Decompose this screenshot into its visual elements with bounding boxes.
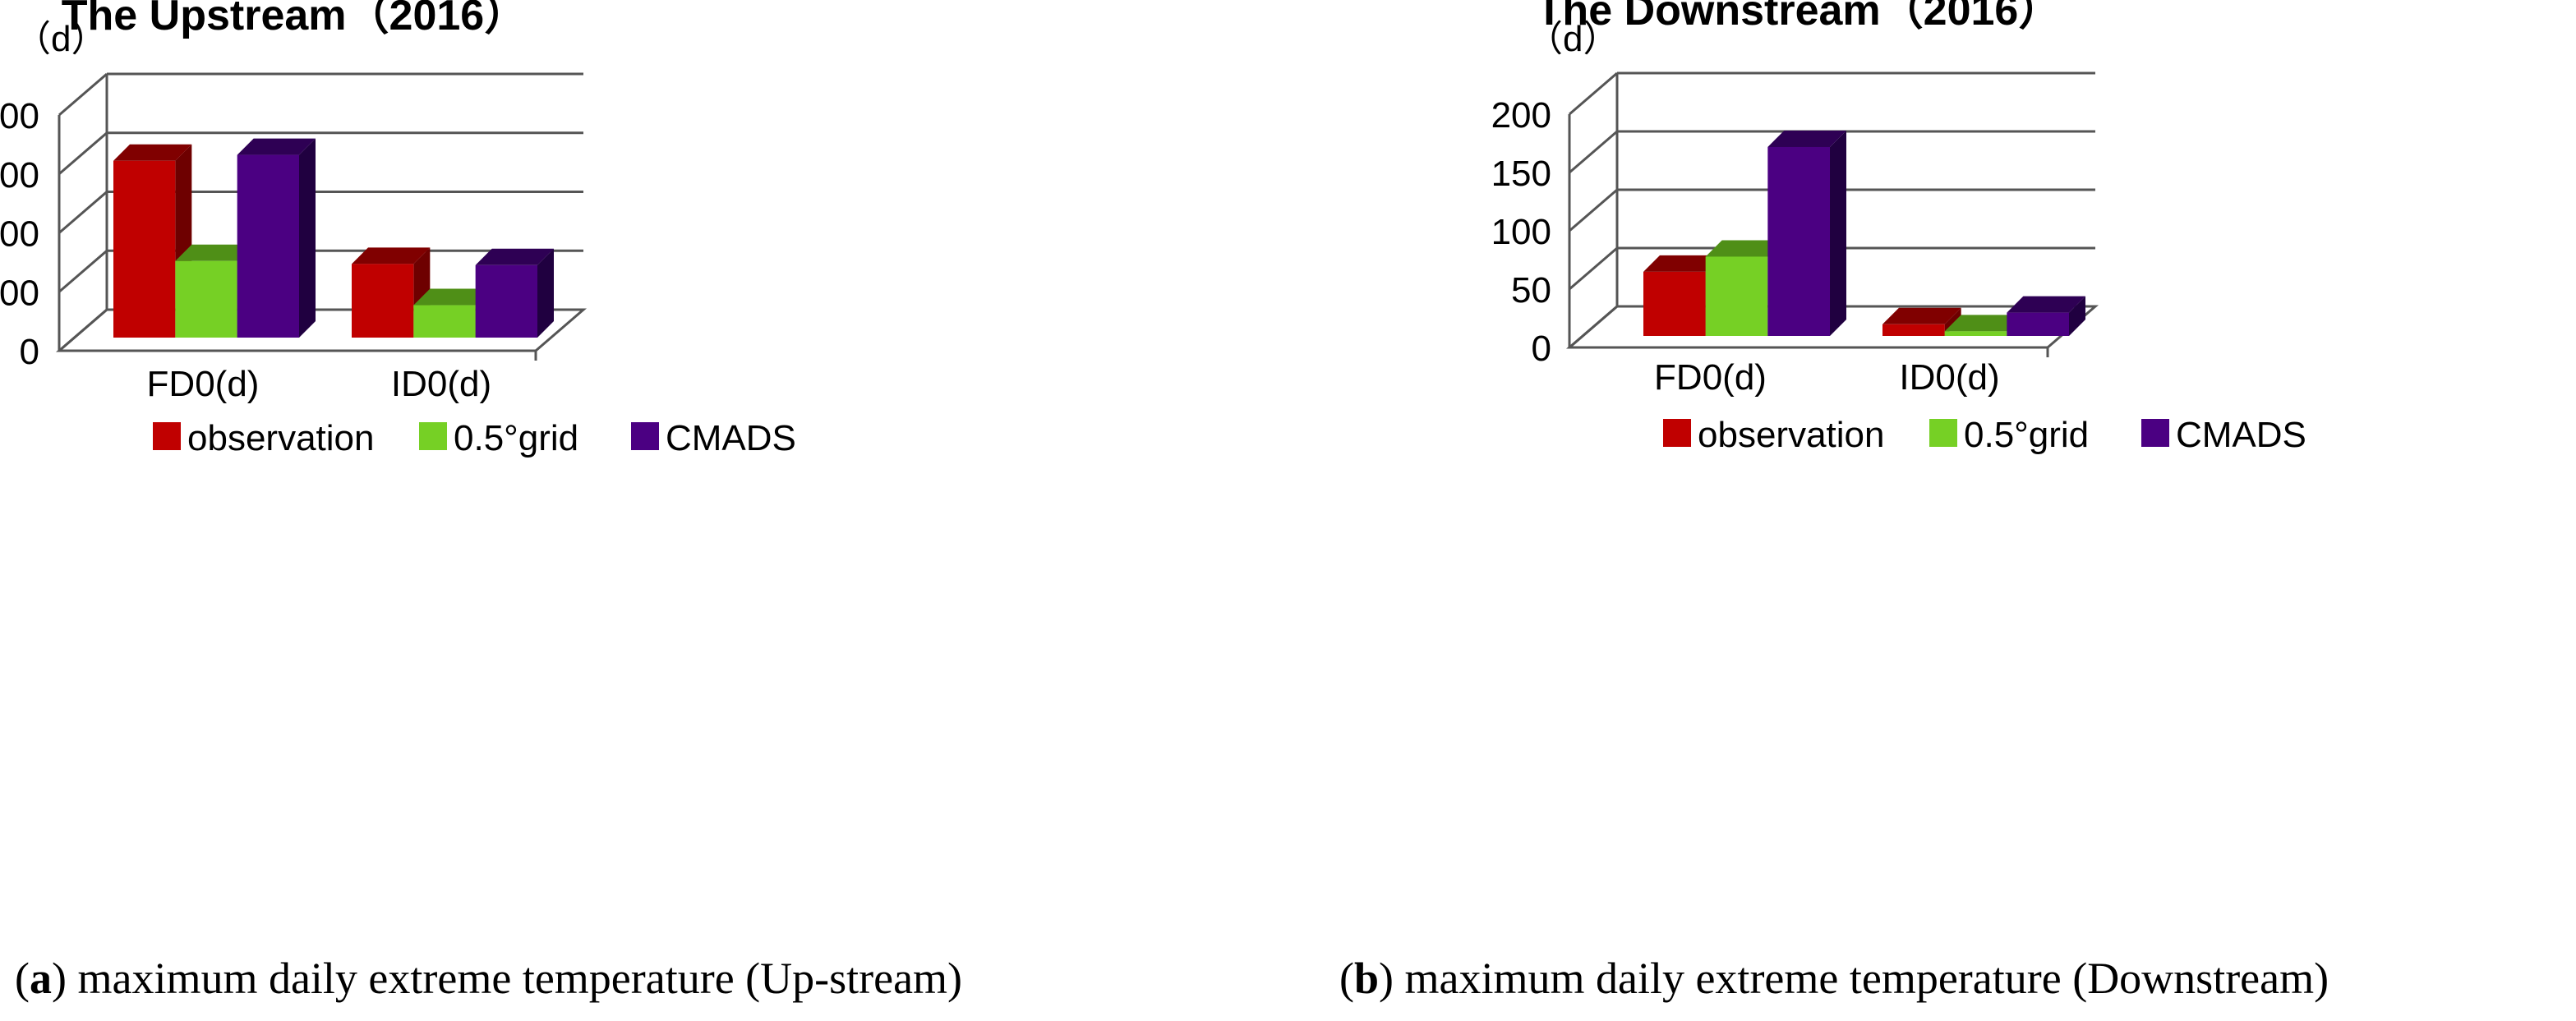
gridline-side bbox=[1569, 130, 1618, 174]
bar-0-5-grid-id0-d bbox=[413, 305, 476, 338]
legend-swatch-0-5-grid bbox=[419, 422, 447, 450]
legend-label-observation: observation bbox=[1698, 415, 1884, 455]
bar-cmads-fd0-d-top bbox=[237, 138, 316, 155]
bar-0-5-grid-id0-d-top bbox=[413, 288, 492, 306]
legend-swatch-cmads bbox=[2141, 419, 2169, 447]
x-category-label: FD0(d) bbox=[147, 364, 260, 404]
bar-0-5-grid-fd0-d bbox=[175, 260, 237, 338]
caption-text: maximum daily extreme temperature (Downs… bbox=[1394, 954, 2329, 1003]
y-tick-label: 0 bbox=[1532, 329, 1551, 369]
bar-cmads-id0-d bbox=[2007, 312, 2069, 336]
chart-panel-downstream: The Downstream（2016） （d） 0 50 100 150 200 FD0(d… bbox=[1288, 0, 2576, 1021]
caption-downstream: (b) maximum daily extreme temperature (D… bbox=[1339, 954, 2329, 1003]
bar-0-5-grid-fd0-d-top bbox=[175, 244, 254, 261]
y-tick-label: 0 bbox=[20, 332, 39, 372]
y-tick-label: 50 bbox=[1511, 270, 1551, 310]
bar-observation-id0-d-top bbox=[352, 247, 431, 264]
gridline-side bbox=[1569, 246, 1618, 291]
y-tick-label: 150 bbox=[1491, 154, 1551, 194]
bar-cmads-id0-d-top bbox=[475, 248, 554, 265]
bar-observation-id0-d bbox=[1882, 324, 1945, 336]
bar-0-5-grid-id0-d bbox=[1944, 331, 2007, 336]
y-tick-label: 400 bbox=[0, 96, 39, 136]
bar-cmads-fd0-d-side bbox=[299, 138, 316, 338]
chart-panel-upstream: The Upstream（2016）（d） 0 100 200 300 400 FD0(d)… bbox=[0, 0, 963, 1003]
bar-observation-fd0-d bbox=[113, 160, 176, 338]
chart-floor bbox=[1565, 305, 2099, 349]
bar-cmads-id0-d-side bbox=[2069, 296, 2085, 336]
caption-letter: b bbox=[1353, 954, 1380, 1003]
caption-text: maximum daily extreme temperature (Up-st… bbox=[66, 954, 963, 1003]
caption-letter: a bbox=[29, 954, 52, 1003]
legend-swatch-cmads bbox=[631, 422, 659, 450]
upstream-chart: The Upstream（2016）（d） 0 100 200 300 400 FD0(d)… bbox=[0, 0, 796, 458]
x-category-label: FD0(d) bbox=[1654, 357, 1767, 398]
legend-label-0-5-grid: 0.5°grid bbox=[1964, 415, 2089, 455]
y-tick-label: 300 bbox=[0, 155, 39, 195]
legend-label-0-5-grid: 0.5°grid bbox=[454, 418, 578, 458]
downstream-chart: The Downstream（2016）（d） 0 50 100 150 200 FD0(d… bbox=[1491, 0, 2306, 455]
y-tick-label: 100 bbox=[1491, 212, 1551, 252]
legend-swatch-0-5-grid bbox=[1929, 419, 1957, 447]
gridline-side bbox=[1569, 71, 1618, 116]
legend-label-observation: observation bbox=[187, 418, 374, 458]
bar-observation-id0-d-top bbox=[1882, 307, 1961, 324]
bar-0-5-grid-fd0-d bbox=[1705, 256, 1768, 336]
bar-observation-fd0-d-top bbox=[1643, 255, 1722, 272]
y-tick-label: 200 bbox=[1491, 95, 1551, 136]
y-axis-unit-label: （d） bbox=[1527, 19, 1619, 59]
gridline-side bbox=[58, 72, 108, 117]
x-category-label: ID0(d) bbox=[1899, 357, 1999, 398]
bar-observation-fd0-d bbox=[1643, 271, 1706, 336]
bar-cmads-id0-d-side bbox=[537, 248, 554, 338]
gridline-side bbox=[58, 191, 108, 234]
bar-0-5-grid-fd0-d-top bbox=[1705, 240, 1785, 257]
gridline-side bbox=[1569, 188, 1618, 232]
gridline-side bbox=[58, 131, 108, 175]
caption-upstream: (a) maximum daily extreme temperature (U… bbox=[15, 954, 963, 1003]
chart-title: The Downstream（2016） bbox=[1537, 0, 2062, 34]
legend-label-cmads: CMADS bbox=[2176, 415, 2306, 455]
bar-cmads-fd0-d bbox=[1767, 146, 1830, 336]
y-tick-label: 200 bbox=[0, 214, 39, 255]
bar-observation-id0-d bbox=[352, 264, 414, 338]
chart-title: The Upstream（2016） bbox=[62, 0, 527, 39]
bar-cmads-fd0-d-top bbox=[1767, 130, 1846, 147]
bar-cmads-fd0-d-side bbox=[1830, 130, 1846, 336]
legend-swatch-observation bbox=[1663, 419, 1691, 447]
bar-cmads-id0-d bbox=[475, 264, 537, 338]
bar-0-5-grid-id0-d-top bbox=[1944, 315, 2024, 332]
bar-cmads-id0-d-top bbox=[2007, 296, 2085, 313]
legend-swatch-observation bbox=[153, 422, 181, 450]
chart-floor bbox=[55, 308, 588, 352]
bar-cmads-fd0-d bbox=[237, 154, 299, 338]
y-axis-unit-label: （d） bbox=[15, 19, 107, 59]
x-category-label: ID0(d) bbox=[391, 364, 491, 404]
legend-label-cmads: CMADS bbox=[666, 418, 796, 458]
gridline-side bbox=[58, 250, 108, 293]
y-tick-label: 100 bbox=[0, 273, 39, 313]
bar-observation-fd0-d-top bbox=[113, 144, 192, 161]
